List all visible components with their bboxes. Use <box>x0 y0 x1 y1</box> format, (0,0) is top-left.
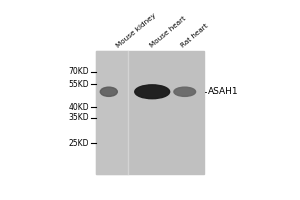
Text: ASAH1: ASAH1 <box>208 87 238 96</box>
Text: 25KD: 25KD <box>69 139 89 148</box>
Bar <box>96 51 128 174</box>
Text: 35KD: 35KD <box>69 113 89 122</box>
Text: 70KD: 70KD <box>69 67 89 76</box>
Ellipse shape <box>174 87 196 96</box>
Text: 40KD: 40KD <box>69 103 89 112</box>
Text: Mouse kidney: Mouse kidney <box>115 12 157 49</box>
Text: Rat heart: Rat heart <box>179 22 209 49</box>
Text: Mouse heart: Mouse heart <box>148 15 187 49</box>
Ellipse shape <box>135 85 170 99</box>
Text: 55KD: 55KD <box>69 80 89 89</box>
Bar <box>96 51 204 174</box>
Ellipse shape <box>100 87 117 96</box>
